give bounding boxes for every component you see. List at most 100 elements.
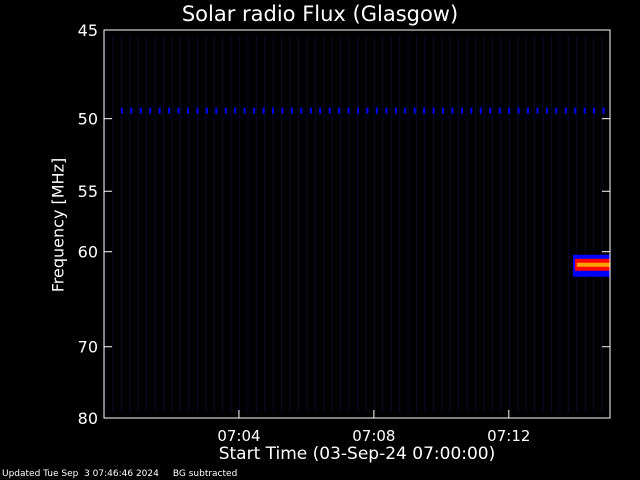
interference-mark [432, 107, 435, 114]
x-axis: 07:04 07:08 07:12 [217, 410, 530, 445]
interference-mark [451, 107, 454, 114]
interference-mark [347, 107, 350, 114]
background-streak [137, 36, 139, 412]
background-streak [508, 36, 510, 412]
background-streak [281, 36, 283, 412]
interference-mark [517, 107, 520, 114]
background-streak [272, 36, 274, 412]
footer-updated: Updated Tue Sep 3 07:46:46 2024 [2, 469, 159, 479]
background-streak [255, 36, 257, 412]
plot-frame [103, 29, 611, 419]
interference-mark [271, 107, 274, 114]
background-streak [390, 36, 392, 412]
background-streak [314, 36, 316, 412]
interference-mark [413, 107, 416, 114]
interference-mark [130, 107, 133, 114]
background-streak [382, 36, 384, 412]
interference-mark [357, 107, 359, 114]
y-axis-label: Frequency [MHz] [48, 157, 68, 293]
interference-mark [423, 107, 426, 114]
interference-mark [300, 107, 303, 114]
interference-mark [224, 107, 227, 114]
background-streak [424, 36, 426, 412]
interference-mark [234, 107, 237, 114]
interference-mark [328, 107, 331, 114]
background-streak [407, 36, 409, 412]
background-streak [491, 36, 493, 412]
interference-mark [177, 107, 180, 114]
interference-mark [196, 107, 199, 114]
background-streak [458, 36, 460, 412]
background-streak [567, 36, 569, 412]
interference-mark [536, 107, 539, 114]
y-tick-label: 45 [78, 21, 98, 40]
interference-mark [205, 107, 208, 114]
interference-mark [149, 107, 152, 114]
interference-mark [489, 107, 492, 114]
background-streak [154, 36, 156, 412]
background-streak [222, 36, 224, 412]
interference-mark [508, 107, 511, 114]
interference-mark [564, 107, 567, 114]
interference-mark [527, 107, 530, 114]
background-streak [196, 36, 198, 412]
interference-mark [366, 107, 369, 114]
background-streak [205, 36, 207, 412]
interference-mark [593, 107, 596, 114]
chart-title: Solar radio Flux (Glasgow) [181, 2, 459, 26]
interference-mark [602, 107, 605, 114]
background-streak [264, 36, 266, 412]
background-streak [306, 36, 308, 412]
y-tick-label: 55 [78, 182, 98, 201]
interference-mark [470, 107, 473, 114]
interference-mark [168, 107, 171, 114]
background-streak [525, 36, 527, 412]
footer-note: BG subtracted [172, 469, 238, 479]
background-streak [534, 36, 536, 412]
interference-mark [281, 107, 284, 114]
background-streak [331, 36, 333, 412]
interference-mark [442, 107, 445, 114]
background-streak [584, 36, 586, 412]
interference-mark [290, 107, 293, 114]
background-streak [348, 36, 350, 412]
background-streak [449, 36, 451, 412]
interference-mark [385, 107, 388, 114]
background-streak [593, 36, 595, 412]
interference-mark [394, 107, 397, 114]
background-streak [475, 36, 477, 412]
interference-mark [545, 107, 548, 114]
interference-mark [319, 107, 322, 114]
interference-mark [253, 107, 256, 114]
background-streak [416, 36, 418, 412]
spectrogram-marks [104, 36, 610, 412]
interference-mark [498, 107, 501, 114]
background-streak [466, 36, 468, 412]
interference-mark [139, 107, 142, 114]
background-streak [163, 36, 165, 412]
background-streak [550, 36, 552, 412]
interference-mark [574, 107, 577, 114]
interference-mark [583, 107, 586, 114]
background-streak [213, 36, 215, 412]
background-streak [357, 36, 358, 412]
interference-mark [309, 107, 312, 114]
background-streak [373, 36, 375, 412]
background-streak [129, 36, 131, 412]
background-streak [112, 36, 114, 412]
x-tick-label: 07:12 [487, 427, 530, 445]
interference-mark [215, 107, 218, 114]
interference-mark [243, 107, 246, 114]
background-streak [323, 36, 325, 412]
interference-mark [460, 107, 463, 114]
interference-mark [120, 107, 123, 114]
background-streak [441, 36, 443, 412]
y-tick-label: 60 [78, 243, 98, 262]
interference-mark [338, 107, 341, 114]
background-streak [483, 36, 485, 412]
x-tick-label: 07:08 [352, 427, 395, 445]
background-streak [500, 36, 502, 412]
interference-mark [479, 107, 482, 114]
background-streak [559, 36, 561, 412]
